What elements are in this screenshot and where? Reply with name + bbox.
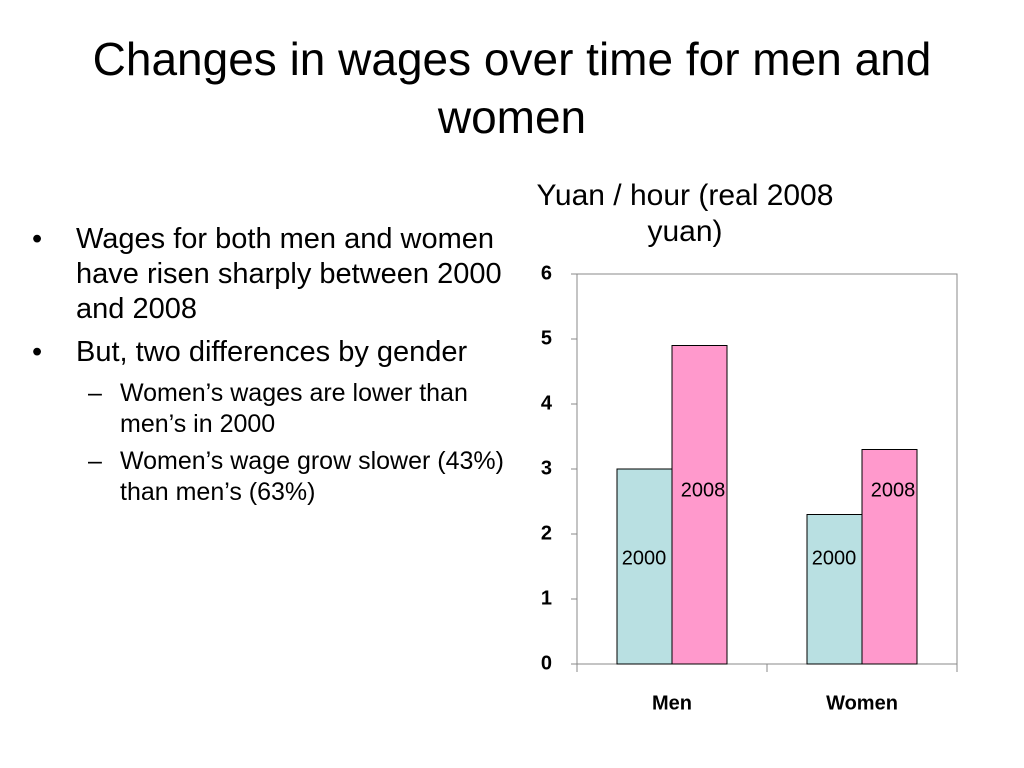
y-tick-label: 2 (541, 522, 552, 544)
chart-title: Yuan / hour (real 2008 yuan) (536, 179, 834, 248)
y-tick-label: 4 (541, 392, 553, 414)
bullet: But, two differences by gender (30, 335, 520, 370)
y-tick-label: 5 (541, 327, 552, 349)
bar (806, 514, 863, 665)
bar (671, 345, 728, 665)
bullet-list: Wages for both men and women have risen … (30, 222, 520, 514)
bar-label: 2000 (622, 547, 667, 569)
bar-label: 2008 (871, 479, 916, 501)
sub-bullet: Women’s wages are lower than men’s in 20… (30, 378, 520, 440)
y-tick-label: 0 (541, 652, 552, 674)
sub-bullet: Women’s wage grow slower (43%) than men’… (30, 446, 520, 508)
y-tick-label: 1 (541, 587, 552, 609)
bullet: Wages for both men and women have risen … (30, 222, 520, 327)
bar (616, 468, 673, 665)
y-tick-label: 3 (541, 457, 552, 479)
slide-title: Changes in wages over time for men and w… (92, 33, 932, 143)
bar-label: 2000 (812, 547, 857, 569)
bar-label: 2008 (681, 479, 726, 501)
x-tick-label: Men (652, 692, 692, 714)
x-tick-label: Women (826, 692, 898, 714)
y-tick-label: 6 (541, 262, 552, 284)
bar (861, 449, 918, 665)
